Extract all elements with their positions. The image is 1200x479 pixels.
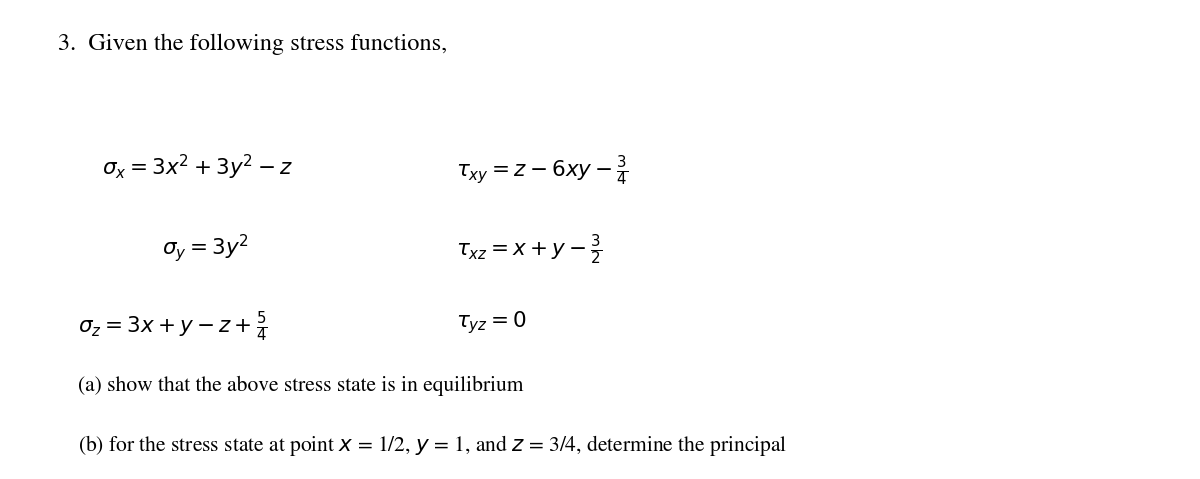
Text: $\sigma_y = 3y^2$: $\sigma_y = 3y^2$ — [162, 232, 250, 264]
Text: $\sigma_x = 3x^2 +3y^2 - z$: $\sigma_x = 3x^2 +3y^2 - z$ — [102, 153, 293, 182]
Text: $\sigma_z = 3x + y - z + \frac{5}{4}$: $\sigma_z = 3x + y - z + \frac{5}{4}$ — [78, 309, 268, 343]
Text: $\tau_{xz} = x + y - \frac{3}{2}$: $\tau_{xz} = x + y - \frac{3}{2}$ — [456, 232, 602, 267]
Text: (b) for the stress state at point $x$ = 1/2, $y$ = 1, and $z$ = 3/4, determine t: (b) for the stress state at point $x$ = … — [78, 433, 787, 458]
Text: (a) show that the above stress state is in equilibrium: (a) show that the above stress state is … — [78, 376, 523, 396]
Text: $\tau_{yz} = 0$: $\tau_{yz} = 0$ — [456, 309, 527, 336]
Text: $\tau_{xy} = z - 6xy - \frac{3}{4}$: $\tau_{xy} = z - 6xy - \frac{3}{4}$ — [456, 153, 629, 188]
Text: 3.  Given the following stress functions,: 3. Given the following stress functions, — [58, 34, 446, 55]
